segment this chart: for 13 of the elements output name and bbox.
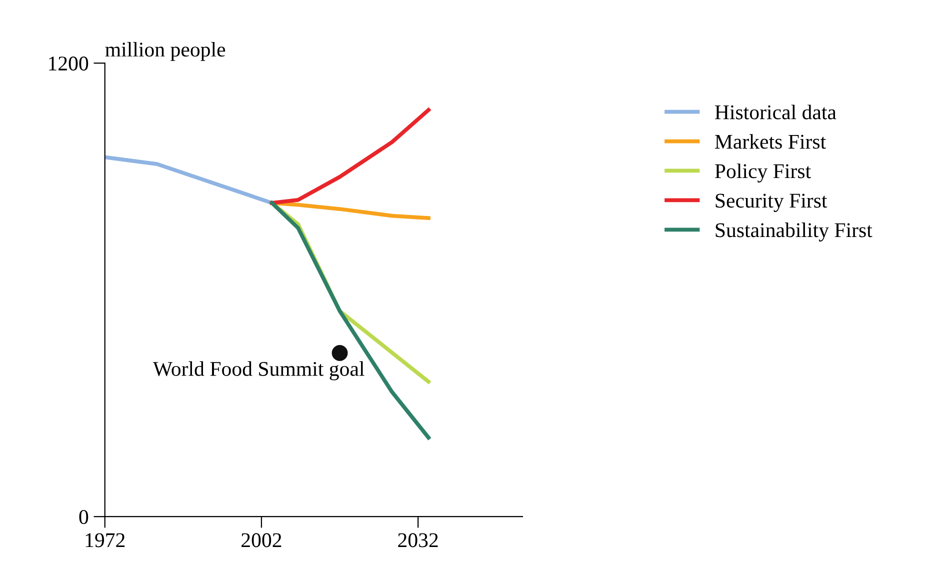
x-tick-label: 2032 — [398, 533, 438, 548]
line-series — [270, 108, 430, 205]
annotation: World Food Summit goal — [152, 361, 364, 380]
legend-label: Sustainability First — [716, 222, 872, 242]
x-tick-label: 2002 — [242, 533, 282, 548]
y-tick-label: 0 — [79, 510, 88, 524]
y-axis-title: million people — [105, 42, 226, 61]
legend-label: Historical data — [715, 104, 836, 120]
legend-label: Security First — [716, 194, 828, 212]
y-tick-label: 1200 — [49, 56, 88, 71]
legend-label: Policy First — [715, 164, 811, 183]
x-tick-label: 1972 — [86, 533, 125, 548]
legend-label: Markets First — [715, 134, 826, 149]
